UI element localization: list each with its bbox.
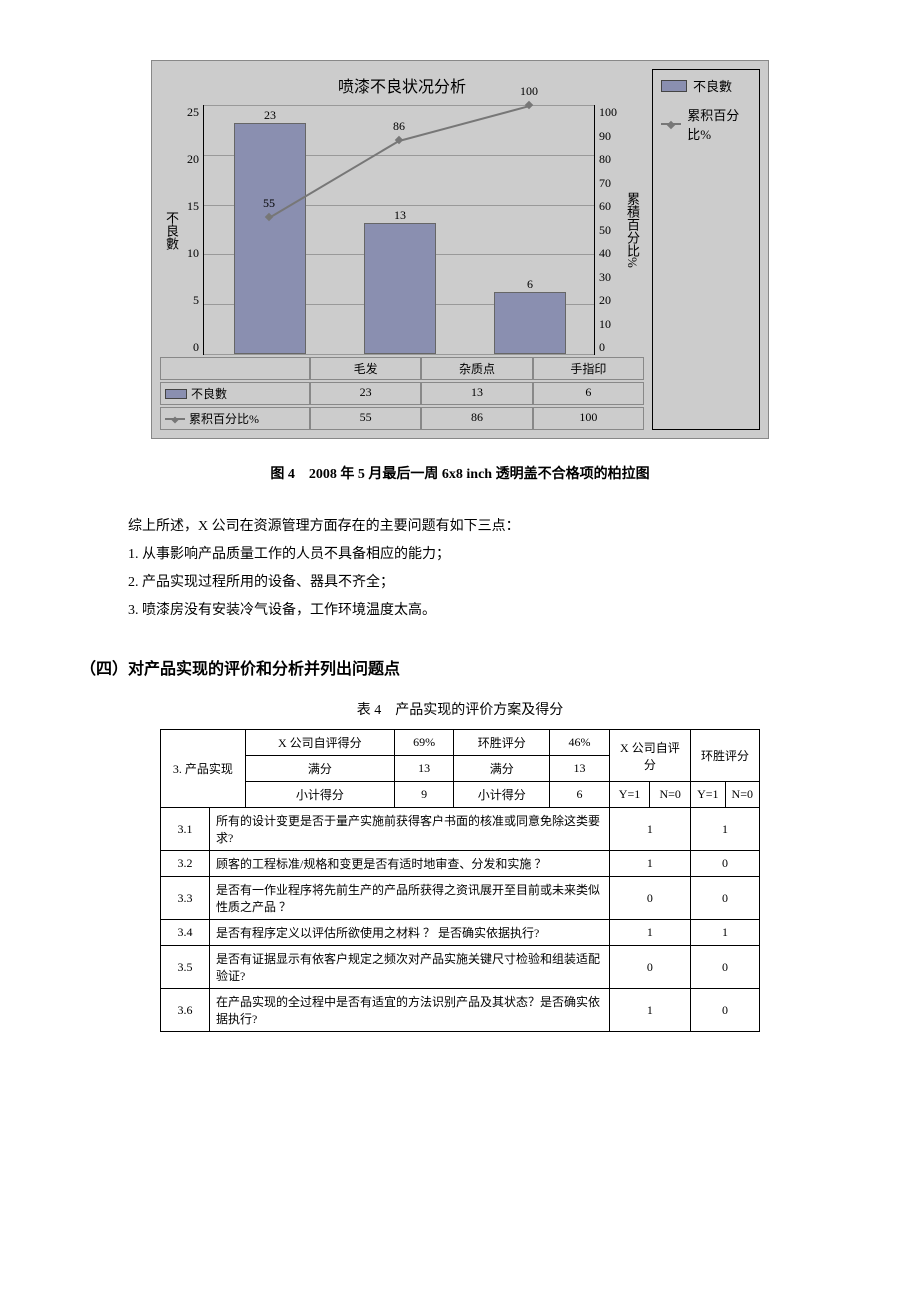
table-row: 3.6在产品实现的全过程中是否有适宜的方法识别产品及其状态？是否确实依据执行?1… bbox=[161, 989, 760, 1032]
y-axis-right-ticks: 1009080706050403020100 bbox=[595, 105, 621, 355]
table-row: 3.2顾客的工程标准/规格和变更是否有适时地审查、分发和实施 ？10 bbox=[161, 851, 760, 877]
table-row: 3.5是否有证据显示有依客户规定之频次对产品实施关键尺寸检验和组装适配验证?00 bbox=[161, 946, 760, 989]
chart-title: 喷漆不良状况分析 bbox=[160, 69, 644, 105]
section-heading: （四）对产品实现的评价和分析并列出问题点 bbox=[80, 655, 840, 679]
table-row: 3. 产品实现 X 公司自评得分 69% 环胜评分 46% X 公司自评分 环胜… bbox=[161, 730, 760, 756]
y-axis-left-label: 不良數 bbox=[160, 105, 183, 355]
y-axis-right-label: 累積百分比% bbox=[621, 105, 644, 355]
bullet-3: 3. 喷漆房没有安装冷气设备，工作环境温度太高。 bbox=[100, 597, 820, 625]
chart-legend: 不良數 累积百分比% bbox=[652, 69, 760, 430]
chart-category-row: 毛发 杂质点 手指印 bbox=[160, 357, 644, 380]
table-caption: 表 4 产品实现的评价方案及得分 bbox=[80, 699, 840, 719]
table-row: 3.1所有的设计变更是否于量产实施前获得客户书面的核准或同意免除这类要求?11 bbox=[161, 808, 760, 851]
y-axis-left-ticks: 2520151050 bbox=[183, 105, 203, 355]
bullet-1: 1. 从事影响产品质量工作的人员不具备相应的能力； bbox=[100, 541, 820, 569]
chart-data-row-line: 累积百分比% 55 86 100 bbox=[160, 407, 644, 430]
table-row: 小计得分 9 小计得分 6 Y=1 N=0 Y=1 N=0 bbox=[161, 782, 760, 808]
evaluation-table: 3. 产品实现 X 公司自评得分 69% 环胜评分 46% X 公司自评分 环胜… bbox=[160, 729, 760, 1032]
chart-data-row-bars: 不良數 23 13 6 bbox=[160, 382, 644, 405]
figure-caption: 图 4 2008 年 5 月最后一周 6x8 inch 透明盖不合格项的柏拉图 bbox=[80, 463, 840, 483]
pareto-chart: 喷漆不良状况分析 不良數 2520151050 231365586100 100… bbox=[151, 60, 769, 439]
table-row: 3.4是否有程序定义以评估所欲使用之材料 ？ 是否确实依据执行?11 bbox=[161, 920, 760, 946]
summary-lead: 综上所述，X 公司在资源管理方面存在的主要问题有如下三点： bbox=[100, 513, 820, 541]
bullet-2: 2. 产品实现过程所用的设备、器具不齐全； bbox=[100, 569, 820, 597]
body-text: 综上所述，X 公司在资源管理方面存在的主要问题有如下三点： 1. 从事影响产品质… bbox=[100, 513, 820, 625]
plot-area: 231365586100 bbox=[203, 105, 595, 355]
table-row: 3.3是否有一作业程序将先前生产的产品所获得之资讯展开至目前或未来类似性质之产品… bbox=[161, 877, 760, 920]
